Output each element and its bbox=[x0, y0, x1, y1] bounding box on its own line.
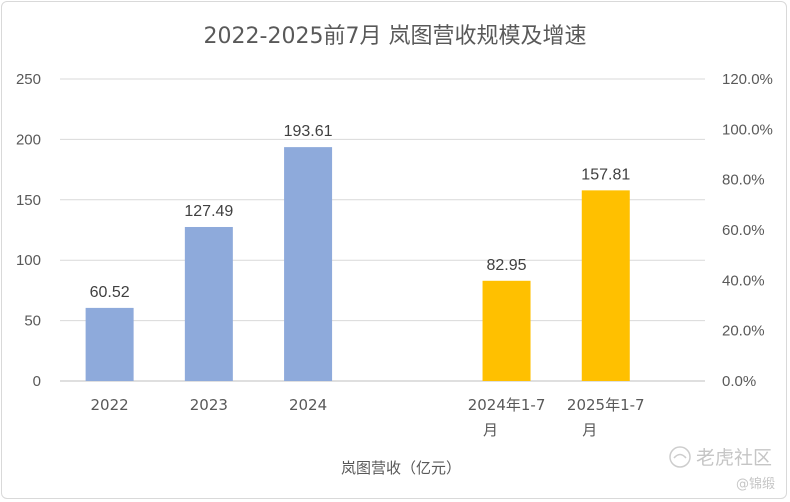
y-tick-label: 100 bbox=[16, 252, 41, 269]
y-axis-left: 0 50 100 150 200 250 bbox=[16, 71, 41, 390]
x-tick-label: 2024 bbox=[289, 396, 327, 414]
bars bbox=[85, 147, 630, 381]
y-tick-label: 50 bbox=[24, 313, 41, 330]
y-axis-right: 0.0% 20.0% 40.0% 60.0% 80.0% 100.0% 120.0% bbox=[722, 71, 773, 390]
tiger-logo-icon-stroke bbox=[673, 453, 687, 459]
y-tick-label: 150 bbox=[16, 192, 41, 209]
watermark: 老虎社区 @锦缎 bbox=[669, 446, 775, 492]
bar-value-label: 193.61 bbox=[284, 123, 333, 140]
y2-tick-label: 40.0% bbox=[722, 272, 765, 289]
bar bbox=[184, 226, 233, 381]
y2-tick-label: 80.0% bbox=[722, 172, 765, 189]
watermark-brand: 老虎社区 bbox=[696, 447, 772, 469]
y2-tick-label: 20.0% bbox=[722, 323, 765, 340]
bar bbox=[581, 190, 630, 381]
x-axis: 2022 2023 2024 2024年1-7 月 2025年1-7 月 bbox=[91, 396, 645, 439]
watermark-handle: @锦缎 bbox=[736, 476, 775, 492]
x-tick-label: 2023 bbox=[190, 396, 228, 414]
y2-tick-label: 0.0% bbox=[722, 373, 756, 390]
bar-value-label: 127.49 bbox=[184, 203, 233, 220]
x-tick-label: 月 bbox=[582, 421, 597, 439]
x-axis-title: 岚图营收（亿元） bbox=[341, 459, 461, 477]
y2-tick-label: 100.0% bbox=[722, 121, 773, 138]
bar-value-label: 82.95 bbox=[487, 257, 527, 274]
tiger-logo-icon bbox=[669, 446, 691, 468]
bar-value-label: 157.81 bbox=[581, 166, 630, 183]
bar bbox=[482, 280, 531, 381]
bar-value-label: 60.52 bbox=[90, 284, 130, 301]
y-tick-label: 0 bbox=[33, 373, 41, 390]
x-tick-label: 2025年1-7 bbox=[567, 396, 645, 414]
chart-title: 2022-2025前7月 岚图营收规模及增速 bbox=[204, 24, 587, 49]
y2-tick-label: 60.0% bbox=[722, 222, 765, 239]
x-tick-label: 月 bbox=[483, 421, 498, 439]
x-tick-label: 2024年1-7 bbox=[468, 396, 546, 414]
x-tick-label: 2022 bbox=[91, 396, 129, 414]
y-tick-label: 200 bbox=[16, 131, 41, 148]
bar bbox=[85, 307, 134, 381]
y2-tick-label: 120.0% bbox=[722, 71, 773, 88]
value-labels: 60.52 127.49 193.61 82.95 157.81 bbox=[90, 123, 631, 301]
bar bbox=[284, 147, 333, 381]
y-tick-label: 250 bbox=[16, 71, 41, 88]
